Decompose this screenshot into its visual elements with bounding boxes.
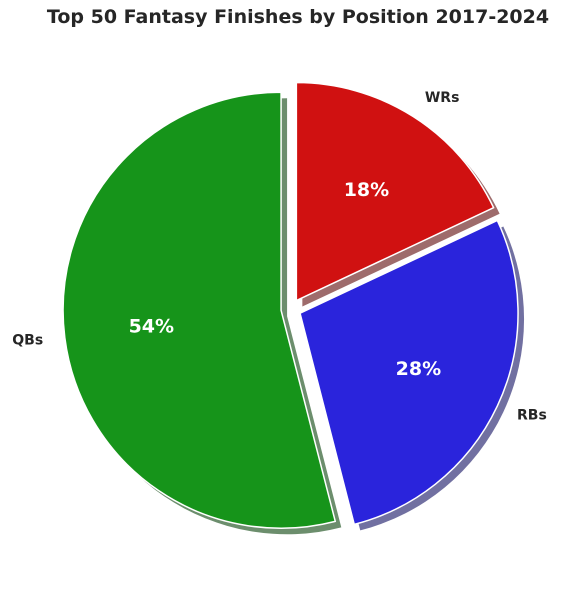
slice-rbs: [299, 219, 519, 526]
slice-layer: [62, 81, 519, 529]
percent-label-rbs: 28%: [396, 358, 441, 380]
percent-label-qbs: 54%: [129, 316, 174, 338]
slice-wrs: [295, 81, 495, 302]
label-layer: QBs 54% RBs 28% WRs 18%: [12, 90, 547, 423]
slice-label-qbs: QBs: [12, 332, 43, 348]
slice-label-rbs: RBs: [517, 407, 547, 423]
chart-title: Top 50 Fantasy Finishes by Position 2017…: [46, 6, 550, 28]
slice-label-wrs: WRs: [425, 90, 460, 106]
percent-label-wrs: 18%: [344, 179, 389, 201]
slice-qbs: [62, 91, 337, 529]
